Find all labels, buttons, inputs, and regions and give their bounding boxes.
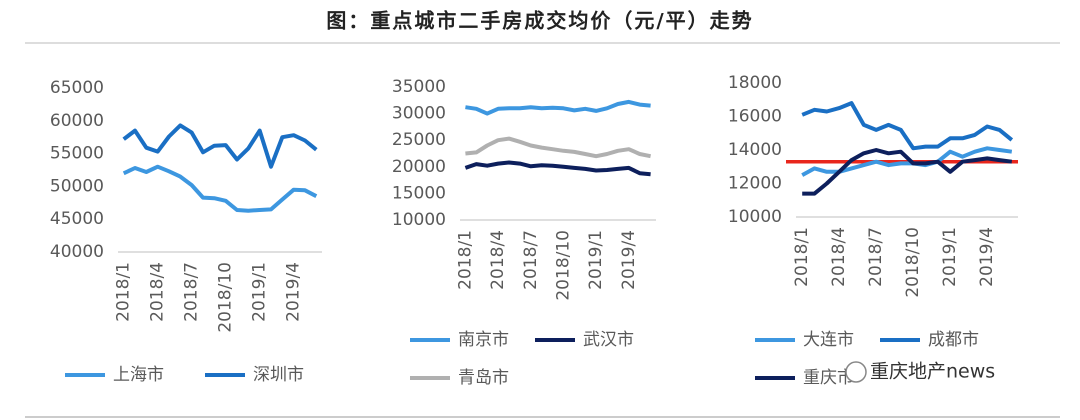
series-line xyxy=(802,148,1013,196)
series-line xyxy=(465,136,651,159)
x-tick-label: 2018/10 xyxy=(553,230,573,301)
legend-label: 成都市 xyxy=(928,330,979,350)
y-tick-label: 50000 xyxy=(50,176,104,196)
series-line xyxy=(122,123,318,169)
y-tick-label: 55000 xyxy=(50,144,104,164)
x-tick-label: 2019/4 xyxy=(284,262,304,322)
y-tick-label: 30000 xyxy=(392,104,446,124)
legend-label: 武汉市 xyxy=(583,330,634,350)
x-tick-label: 2019/1 xyxy=(586,230,606,290)
y-tick-label: 65000 xyxy=(50,78,104,98)
x-tick-label: 2019/1 xyxy=(940,227,960,287)
watermark-icon xyxy=(845,361,867,383)
x-tick-label: 2018/7 xyxy=(866,227,886,287)
series-line xyxy=(464,160,651,177)
x-tick-label: 2019/4 xyxy=(977,227,997,287)
series-line xyxy=(801,101,1014,151)
x-tick-label: 2018/4 xyxy=(148,262,168,322)
y-tick-label: 60000 xyxy=(50,111,104,131)
legend-label: 深圳市 xyxy=(253,365,304,385)
y-tick-label: 40000 xyxy=(50,242,104,262)
x-tick-label: 2018/1 xyxy=(792,227,812,287)
y-tick-label: 15000 xyxy=(392,183,446,203)
watermark-text: 重庆地产news xyxy=(870,361,995,383)
x-tick-label: 2018/1 xyxy=(455,230,475,290)
legend-label: 重庆市 xyxy=(803,368,854,388)
x-tick-label: 2018/1 xyxy=(114,262,134,322)
x-tick-label: 2019/4 xyxy=(619,230,639,290)
watermark: 重庆地产news xyxy=(845,361,995,383)
series-line xyxy=(465,99,651,116)
series-line xyxy=(122,164,318,213)
x-tick-label: 2018/7 xyxy=(521,230,541,290)
legend-label: 南京市 xyxy=(458,330,509,350)
y-tick-label: 45000 xyxy=(50,209,104,229)
y-tick-label: 35000 xyxy=(392,77,446,97)
y-tick-label: 10000 xyxy=(392,210,446,230)
x-tick-label: 2018/4 xyxy=(829,227,849,287)
y-tick-label: 18000 xyxy=(728,73,782,93)
x-tick-label: 2018/10 xyxy=(216,262,236,333)
y-tick-label: 12000 xyxy=(728,174,782,194)
legend-label: 青岛市 xyxy=(458,368,509,388)
y-tick-label: 10000 xyxy=(728,207,782,227)
x-tick-label: 2018/4 xyxy=(488,230,508,290)
legend-label: 上海市 xyxy=(113,365,164,385)
legend-label: 大连市 xyxy=(803,330,854,350)
y-tick-label: 16000 xyxy=(728,107,782,127)
y-tick-label: 14000 xyxy=(728,140,782,160)
x-tick-label: 2019/1 xyxy=(250,262,270,322)
x-tick-label: 2018/7 xyxy=(182,262,202,322)
x-tick-label: 2018/10 xyxy=(903,227,923,298)
y-tick-label: 20000 xyxy=(392,157,446,177)
chart-title: 图：重点城市二手房成交均价（元/平）走势 xyxy=(326,9,753,33)
y-tick-label: 25000 xyxy=(392,130,446,150)
